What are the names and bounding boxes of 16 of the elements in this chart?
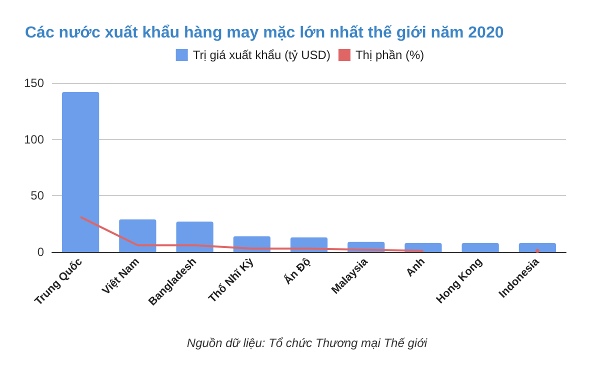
y-tick-label: 50 <box>30 188 44 203</box>
x-tick-label: Thổ Nhĩ Kỳ <box>206 255 257 306</box>
chart-title: Các nước xuất khẩu hàng may mặc lớn nhất thế giới năm 2020 <box>25 24 504 42</box>
text: Nguồn dữ liệu: Tổ chức Thương mại Thế giới <box>186 336 428 350</box>
legend-label: Thị phần (%) <box>355 48 424 62</box>
y-tick-label: 150 <box>24 76 44 90</box>
bar <box>518 242 556 252</box>
y-tick-label: 100 <box>24 132 44 146</box>
bar <box>62 92 100 252</box>
legend-label: Trị giá xuất khẩu (tỷ USD) <box>192 48 330 62</box>
x-tick-label: Ấn Độ <box>281 254 314 288</box>
x-tick-label: Anh <box>404 256 428 280</box>
bar <box>119 219 156 252</box>
bar <box>176 222 214 252</box>
bar <box>462 242 499 252</box>
y-tick-label: 0 <box>37 245 44 259</box>
